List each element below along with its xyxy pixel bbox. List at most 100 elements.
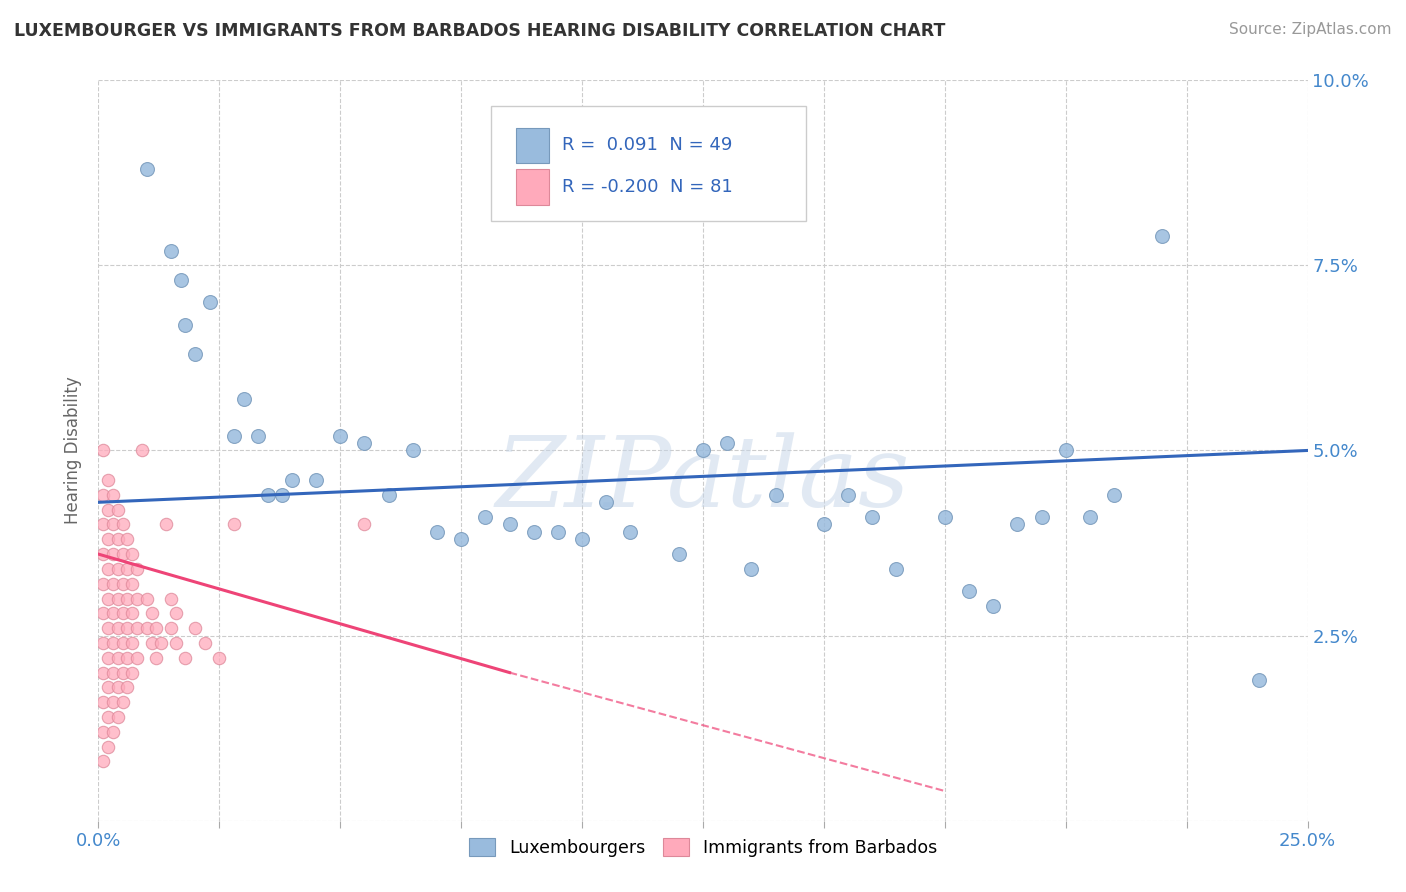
Point xyxy=(91,695,114,709)
Point xyxy=(101,607,124,621)
Point xyxy=(498,517,520,532)
Point xyxy=(97,681,120,695)
Point xyxy=(91,517,114,532)
Point xyxy=(160,244,183,258)
Point xyxy=(169,273,191,287)
Point xyxy=(127,650,149,665)
Point xyxy=(107,621,129,635)
Point xyxy=(101,724,124,739)
Point xyxy=(523,524,546,539)
Point xyxy=(256,488,278,502)
Point xyxy=(1007,517,1029,532)
Point xyxy=(117,621,139,635)
Point xyxy=(668,547,690,561)
Point xyxy=(281,473,304,487)
Point xyxy=(97,739,120,754)
Point xyxy=(111,517,134,532)
Point xyxy=(121,607,143,621)
Point xyxy=(740,562,762,576)
FancyBboxPatch shape xyxy=(516,128,550,163)
Point xyxy=(1249,673,1271,687)
Point xyxy=(619,524,641,539)
Point xyxy=(97,591,120,606)
Point xyxy=(329,428,352,442)
Point xyxy=(222,517,245,532)
Point xyxy=(111,607,134,621)
Point xyxy=(198,295,221,310)
Point xyxy=(97,562,120,576)
Point xyxy=(91,443,114,458)
Point xyxy=(121,547,143,561)
Point xyxy=(1031,510,1053,524)
Point xyxy=(101,665,124,680)
Point xyxy=(97,502,120,516)
Point xyxy=(860,510,883,524)
Point xyxy=(127,591,149,606)
Point xyxy=(107,681,129,695)
FancyBboxPatch shape xyxy=(492,106,806,221)
Point xyxy=(127,621,149,635)
Point xyxy=(97,650,120,665)
Text: Source: ZipAtlas.com: Source: ZipAtlas.com xyxy=(1229,22,1392,37)
Point xyxy=(402,443,425,458)
Point xyxy=(145,650,167,665)
Point xyxy=(184,347,207,361)
Point xyxy=(111,665,134,680)
Point xyxy=(107,650,129,665)
Point xyxy=(150,636,173,650)
Point xyxy=(101,576,124,591)
Point xyxy=(247,428,270,442)
Point xyxy=(765,488,787,502)
Point xyxy=(97,710,120,724)
Point xyxy=(141,607,163,621)
Point xyxy=(135,591,157,606)
Point xyxy=(107,591,129,606)
Point xyxy=(117,591,139,606)
Point xyxy=(145,621,167,635)
Point xyxy=(117,650,139,665)
Point xyxy=(1078,510,1101,524)
Point xyxy=(692,443,714,458)
Point xyxy=(111,695,134,709)
Point xyxy=(91,607,114,621)
Point xyxy=(232,392,254,406)
FancyBboxPatch shape xyxy=(516,169,550,204)
Point xyxy=(837,488,859,502)
Point xyxy=(107,502,129,516)
Point xyxy=(111,576,134,591)
Y-axis label: Hearing Disability: Hearing Disability xyxy=(65,376,83,524)
Point xyxy=(222,428,245,442)
Point xyxy=(155,517,177,532)
Point xyxy=(957,584,980,599)
Point xyxy=(101,547,124,561)
Legend: Luxembourgers, Immigrants from Barbados: Luxembourgers, Immigrants from Barbados xyxy=(463,831,943,863)
Point xyxy=(474,510,496,524)
Point xyxy=(135,621,157,635)
Point xyxy=(571,533,593,547)
Text: R =  0.091  N = 49: R = 0.091 N = 49 xyxy=(561,136,733,154)
Point xyxy=(117,533,139,547)
Point xyxy=(117,562,139,576)
Point xyxy=(97,473,120,487)
Point xyxy=(107,710,129,724)
Point xyxy=(91,488,114,502)
Point xyxy=(117,681,139,695)
Point xyxy=(141,636,163,650)
Point xyxy=(107,562,129,576)
Point xyxy=(194,636,217,650)
Point xyxy=(101,636,124,650)
Point xyxy=(377,488,399,502)
Point xyxy=(111,547,134,561)
Point xyxy=(934,510,956,524)
Point xyxy=(97,533,120,547)
Point xyxy=(165,636,187,650)
Point xyxy=(184,621,207,635)
Point xyxy=(160,621,183,635)
Point xyxy=(450,533,472,547)
Point xyxy=(91,636,114,650)
Point xyxy=(353,517,375,532)
Point xyxy=(1102,488,1125,502)
Point xyxy=(208,650,231,665)
Point xyxy=(135,162,157,177)
Point xyxy=(101,695,124,709)
